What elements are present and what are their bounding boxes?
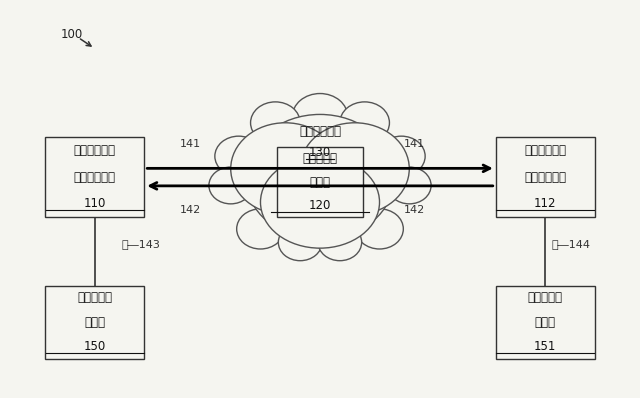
Bar <box>45 137 145 217</box>
Text: 141: 141 <box>180 139 202 149</box>
Text: 150: 150 <box>84 340 106 353</box>
Text: ホスト: ホスト <box>84 316 105 329</box>
Ellipse shape <box>215 136 262 176</box>
Text: セキュリティ: セキュリティ <box>524 144 566 157</box>
Ellipse shape <box>318 224 362 261</box>
Text: 112: 112 <box>534 197 557 210</box>
Text: セキュリティ: セキュリティ <box>74 144 116 157</box>
Text: （複数の）: （複数の） <box>303 152 337 166</box>
Ellipse shape <box>246 114 394 240</box>
Text: ～―143: ～―143 <box>122 238 161 249</box>
Bar <box>45 286 145 359</box>
Text: ルータ: ルータ <box>310 176 330 189</box>
Text: 130: 130 <box>309 146 331 158</box>
Text: ～―144: ～―144 <box>552 238 591 249</box>
Text: （複数の）: （複数の） <box>528 291 563 304</box>
Ellipse shape <box>278 224 322 261</box>
Text: ホスト: ホスト <box>535 316 556 329</box>
Bar <box>277 147 364 217</box>
Ellipse shape <box>209 167 253 204</box>
Text: 110: 110 <box>84 197 106 210</box>
Ellipse shape <box>356 209 403 249</box>
Ellipse shape <box>378 136 425 176</box>
Ellipse shape <box>230 123 340 215</box>
Ellipse shape <box>292 94 348 140</box>
Bar <box>495 286 595 359</box>
Text: 141: 141 <box>404 139 426 149</box>
Text: 142: 142 <box>404 205 426 215</box>
Bar <box>495 137 595 217</box>
Ellipse shape <box>387 167 431 204</box>
Text: ゲートウェイ: ゲートウェイ <box>74 171 116 183</box>
Ellipse shape <box>260 156 380 248</box>
Ellipse shape <box>300 123 410 215</box>
Text: 100: 100 <box>61 28 83 41</box>
Text: 142: 142 <box>180 205 202 215</box>
Text: 151: 151 <box>534 340 556 353</box>
Text: ゲートウェイ: ゲートウェイ <box>524 171 566 183</box>
Text: （複数の）: （複数の） <box>77 291 112 304</box>
Text: 120: 120 <box>309 199 331 212</box>
Text: ネットワーク: ネットワーク <box>299 125 341 138</box>
Ellipse shape <box>250 102 300 144</box>
Ellipse shape <box>340 102 389 144</box>
Ellipse shape <box>237 209 284 249</box>
